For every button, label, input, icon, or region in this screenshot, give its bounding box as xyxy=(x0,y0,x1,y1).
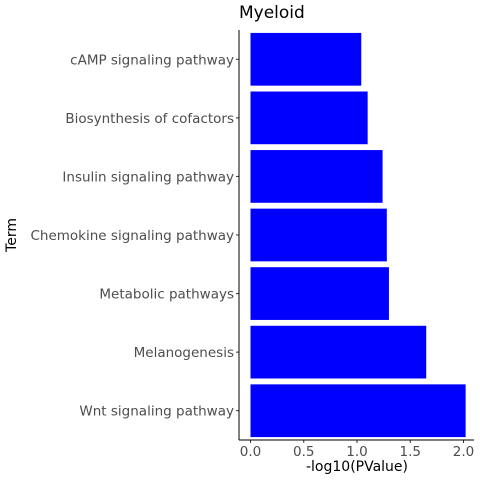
bar xyxy=(250,91,368,145)
bar xyxy=(250,32,362,86)
bar xyxy=(250,384,466,438)
x-tick-label: 0.0 xyxy=(240,444,261,460)
x-tick-label: 1.0 xyxy=(346,444,367,460)
bars-group xyxy=(250,32,466,438)
x-axis-title: -log10(PValue) xyxy=(306,459,408,475)
category-label: Biosynthesis of cofactors xyxy=(65,111,234,127)
chart-title: Myeloid xyxy=(239,3,305,23)
bar xyxy=(250,325,427,379)
y-axis-title: Term xyxy=(4,218,20,253)
category-labels-group: cAMP signaling pathway Biosynthesis of co… xyxy=(30,52,239,420)
bar xyxy=(250,267,389,320)
x-ticks-group: 0.0 0.5 1.0 1.5 2.0 xyxy=(240,440,474,460)
category-label: Wnt signaling pathway xyxy=(79,404,234,420)
category-label: Melanogenesis xyxy=(134,345,234,361)
bar xyxy=(250,208,387,262)
bar xyxy=(250,150,383,203)
category-label: Metabolic pathways xyxy=(99,287,234,303)
category-label: cAMP signaling pathway xyxy=(70,52,234,68)
category-label: Chemokine signaling pathway xyxy=(30,228,234,244)
x-tick-label: 1.5 xyxy=(400,444,421,460)
x-tick-label: 2.0 xyxy=(453,444,474,460)
x-tick-label: 0.5 xyxy=(293,444,314,460)
category-label: Insulin signaling pathway xyxy=(62,169,234,185)
